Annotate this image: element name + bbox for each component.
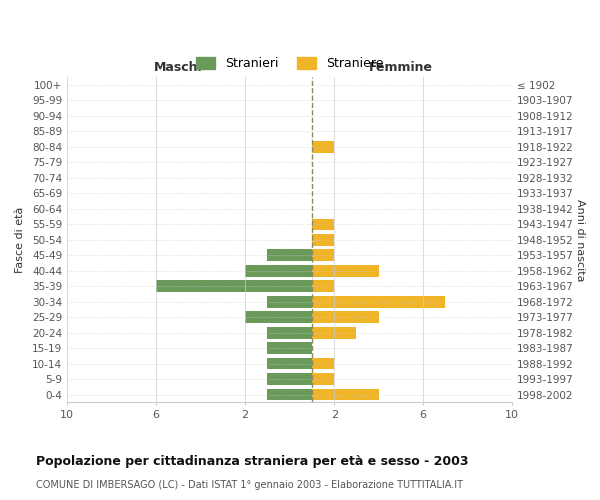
Bar [268,358,312,370]
Bar [312,265,379,276]
Bar [268,374,312,385]
Bar [312,389,379,400]
Text: Maschi: Maschi [154,61,203,74]
Bar [156,280,312,292]
Bar [268,342,312,354]
Bar [312,374,334,385]
Bar [245,265,312,276]
Bar [312,218,334,230]
Bar [268,250,312,261]
Y-axis label: Fasce di età: Fasce di età [15,206,25,273]
Y-axis label: Anni di nascita: Anni di nascita [575,198,585,281]
Bar [312,327,356,338]
Bar [312,141,334,152]
Text: COMUNE DI IMBERSAGO (LC) - Dati ISTAT 1° gennaio 2003 - Elaborazione TUTTITALIA.: COMUNE DI IMBERSAGO (LC) - Dati ISTAT 1°… [36,480,463,490]
Legend: Stranieri, Straniere: Stranieri, Straniere [190,51,389,76]
Bar [312,280,334,292]
Bar [268,296,312,308]
Text: Femmine: Femmine [369,61,433,74]
Bar [312,296,445,308]
Bar [312,358,334,370]
Bar [268,389,312,400]
Bar [312,250,334,261]
Bar [245,312,312,323]
Bar [312,234,334,245]
Bar [312,312,379,323]
Text: Popolazione per cittadinanza straniera per età e sesso - 2003: Popolazione per cittadinanza straniera p… [36,455,469,468]
Bar [268,327,312,338]
